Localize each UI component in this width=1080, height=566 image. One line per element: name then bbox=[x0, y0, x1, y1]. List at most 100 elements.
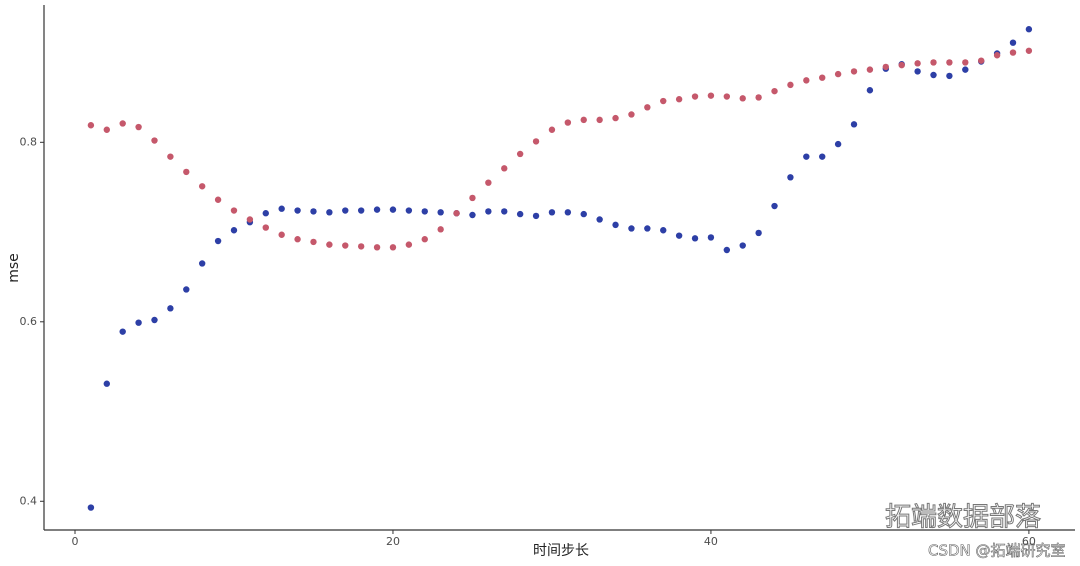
watermark: 拓端数据部落 bbox=[885, 503, 1041, 533]
point bbox=[675, 232, 683, 239]
point bbox=[485, 208, 492, 215]
point bbox=[437, 226, 444, 233]
point bbox=[342, 242, 349, 249]
point bbox=[198, 183, 206, 190]
point bbox=[564, 119, 572, 126]
point bbox=[87, 122, 95, 129]
point bbox=[119, 328, 126, 335]
point bbox=[310, 208, 317, 215]
point bbox=[882, 63, 890, 71]
point bbox=[691, 93, 699, 100]
point bbox=[866, 66, 874, 73]
point bbox=[930, 71, 937, 79]
point bbox=[151, 316, 158, 324]
point bbox=[389, 244, 397, 251]
point bbox=[373, 244, 381, 251]
point bbox=[660, 227, 667, 234]
point bbox=[278, 205, 285, 212]
point bbox=[151, 137, 158, 144]
y-tick-label: 0.4 bbox=[20, 494, 38, 507]
point bbox=[771, 87, 778, 95]
point bbox=[469, 194, 476, 202]
point bbox=[135, 123, 142, 131]
point bbox=[866, 87, 874, 94]
point bbox=[612, 114, 619, 122]
point bbox=[930, 59, 937, 66]
point bbox=[183, 168, 190, 176]
point bbox=[405, 241, 413, 248]
point bbox=[548, 209, 556, 216]
point bbox=[485, 179, 492, 186]
point bbox=[294, 236, 301, 243]
point bbox=[850, 121, 858, 128]
point bbox=[246, 216, 254, 223]
point bbox=[278, 231, 285, 238]
point bbox=[803, 153, 810, 160]
point bbox=[739, 95, 746, 102]
point bbox=[850, 68, 858, 75]
point bbox=[516, 210, 524, 218]
point bbox=[294, 207, 301, 214]
point bbox=[357, 243, 365, 250]
point bbox=[787, 174, 794, 181]
point bbox=[167, 153, 174, 160]
y-axis-title: mse bbox=[6, 253, 22, 283]
point bbox=[628, 111, 635, 118]
x-axis-title: 时间步长 bbox=[533, 543, 589, 559]
point bbox=[373, 206, 381, 213]
point bbox=[453, 210, 460, 217]
point bbox=[516, 150, 524, 158]
point bbox=[326, 241, 333, 248]
point bbox=[230, 227, 238, 234]
point bbox=[580, 210, 587, 218]
point bbox=[1009, 49, 1017, 56]
point bbox=[167, 305, 174, 312]
point bbox=[501, 165, 508, 172]
point bbox=[198, 260, 206, 267]
point bbox=[834, 70, 842, 78]
point bbox=[119, 120, 126, 127]
point bbox=[214, 196, 222, 203]
point bbox=[612, 221, 619, 229]
point bbox=[1009, 39, 1017, 46]
point bbox=[1025, 26, 1033, 33]
point bbox=[357, 207, 365, 214]
point bbox=[962, 66, 969, 73]
point bbox=[421, 208, 428, 215]
point bbox=[898, 61, 905, 69]
point bbox=[675, 96, 683, 103]
point bbox=[723, 93, 731, 100]
point bbox=[564, 209, 572, 216]
point bbox=[532, 212, 540, 220]
y-tick-label: 0.6 bbox=[20, 315, 38, 328]
point bbox=[707, 92, 715, 99]
credit: CSDN @拓端研究室 bbox=[928, 542, 1066, 560]
x-tick-label: 60 bbox=[1022, 535, 1036, 548]
point bbox=[326, 209, 333, 216]
x-tick-label: 40 bbox=[704, 535, 718, 548]
point bbox=[532, 138, 540, 145]
point bbox=[914, 60, 921, 67]
point bbox=[230, 207, 238, 214]
point bbox=[771, 202, 778, 210]
point bbox=[993, 52, 1001, 59]
point bbox=[739, 242, 746, 249]
point bbox=[405, 207, 413, 214]
point bbox=[103, 380, 110, 387]
point bbox=[628, 225, 635, 232]
point bbox=[596, 216, 603, 223]
point bbox=[914, 68, 921, 75]
point bbox=[755, 229, 762, 237]
point bbox=[596, 116, 603, 124]
point bbox=[819, 153, 826, 160]
point bbox=[501, 208, 508, 215]
point bbox=[389, 206, 397, 213]
point bbox=[262, 224, 269, 231]
point bbox=[962, 59, 969, 66]
point bbox=[819, 74, 826, 81]
point bbox=[214, 237, 222, 245]
point bbox=[183, 286, 190, 293]
point bbox=[421, 236, 428, 243]
point bbox=[946, 59, 953, 66]
point bbox=[342, 207, 349, 214]
